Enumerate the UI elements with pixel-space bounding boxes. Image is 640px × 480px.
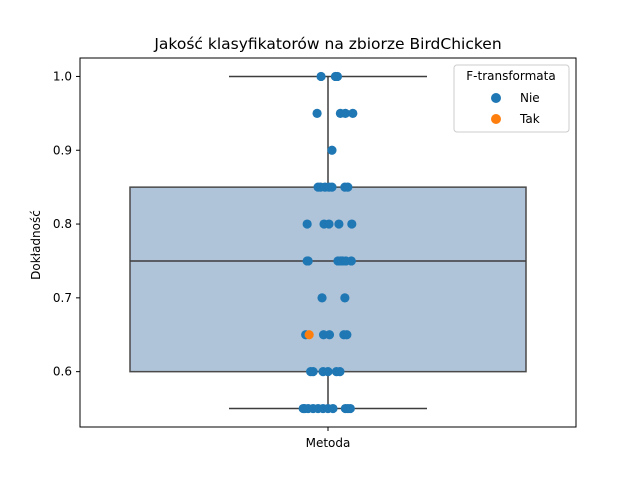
y-tick-label-1: 0.7 <box>53 291 72 305</box>
box-iqr <box>129 186 527 373</box>
chart-title: Jakość klasyfikatorów na zbiorze BirdChi… <box>153 35 501 53</box>
point-nie-21 <box>342 330 352 340</box>
point-nie-34 <box>324 219 334 229</box>
x-tick-label-0: Metoda <box>306 436 351 450</box>
point-nie-5 <box>303 403 313 414</box>
y-axis-ticks: 0.6 0.7 0.8 0.9 1.0 <box>53 69 80 379</box>
point-nie-49 <box>316 71 326 82</box>
point-nie-51 <box>332 71 343 82</box>
point-nie-25 <box>302 256 312 266</box>
y-tick-label-2: 0.8 <box>53 217 72 231</box>
point-nie-31 <box>341 256 351 266</box>
box-plot <box>129 75 527 410</box>
point-nie-23 <box>340 293 350 303</box>
point-nie-32 <box>302 219 312 229</box>
point-nie-14 <box>323 367 333 377</box>
point-nie-10 <box>345 403 355 414</box>
point-nie-47 <box>340 108 350 118</box>
point-tak-0 <box>304 330 314 340</box>
point-nie-43 <box>343 182 353 192</box>
legend-marker-tak <box>491 114 501 124</box>
point-nie-19 <box>324 330 335 340</box>
y-tick-label-3: 0.9 <box>53 143 72 157</box>
legend-label-nie: Nie <box>520 91 540 105</box>
point-nie-45 <box>312 108 322 118</box>
point-nie-12 <box>306 367 316 377</box>
legend: F-transformata Nie Tak <box>453 64 570 133</box>
point-nie-7 <box>328 403 338 414</box>
y-tick-label-0: 0.6 <box>53 365 72 379</box>
legend-box <box>453 64 570 133</box>
point-nie-44 <box>327 145 337 155</box>
point-nie-41 <box>327 182 337 192</box>
y-axis-label: Dokładność <box>29 210 43 280</box>
point-nie-48 <box>348 108 358 118</box>
point-nie-16 <box>335 367 345 377</box>
legend-label-tak: Tak <box>519 112 540 126</box>
point-nie-35 <box>334 219 344 229</box>
y-tick-label-4: 1.0 <box>53 69 72 83</box>
legend-marker-nie <box>491 93 501 103</box>
point-nie-22 <box>317 293 327 303</box>
point-nie-36 <box>347 219 357 229</box>
x-axis-ticks: Metoda <box>306 427 351 450</box>
strip-points <box>298 71 358 414</box>
legend-title: F-transformata <box>466 69 555 83</box>
